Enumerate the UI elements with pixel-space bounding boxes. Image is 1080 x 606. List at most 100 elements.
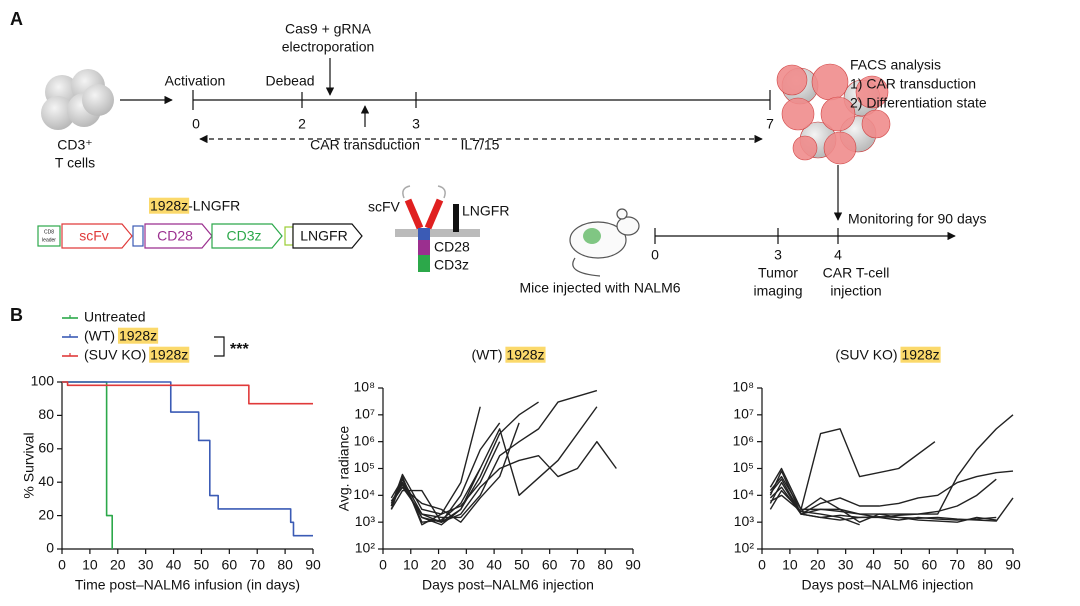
y-axis-label: Avg. radiance: [336, 426, 352, 512]
receptor: [395, 185, 480, 272]
y-tick-label: 10⁷: [354, 406, 375, 422]
timeline-tick: 2: [298, 116, 306, 132]
x-tick-label: 20: [110, 557, 126, 573]
x-tick-label: 80: [977, 557, 993, 573]
cells-label: CD3⁺: [57, 137, 92, 153]
y-tick-label: 10²: [734, 540, 755, 556]
series-line: [62, 381, 313, 405]
x-tick-label: 40: [166, 557, 182, 573]
legend-label: (SUV KO) 1928z: [84, 347, 188, 363]
chart-title: (SUV KO) 1928z: [835, 347, 939, 363]
receptor-label: CD28: [434, 239, 470, 255]
y-tick-label: 0: [46, 540, 54, 556]
construct-part: CD8: [44, 229, 54, 235]
event-label: CAR transduction: [310, 137, 420, 153]
series-line: [390, 468, 481, 526]
y-tick-label: 80: [38, 406, 54, 422]
y-tick-label: 10²: [355, 540, 376, 556]
x-tick-label: 50: [894, 557, 910, 573]
series-line: [769, 414, 1014, 515]
highlight: [149, 197, 190, 214]
facs-label: 2) Differentiation state: [850, 95, 987, 111]
y-axis-label: % Survival: [21, 432, 37, 498]
x-tick-label: 40: [486, 557, 502, 573]
timeline-tick: 3: [774, 247, 782, 263]
event-label: Tumor: [758, 265, 798, 281]
x-tick-label: 10: [82, 557, 98, 573]
timeline-ticks: [654, 228, 839, 244]
construct-part: CD3z: [226, 228, 261, 244]
series-line: [62, 381, 313, 537]
y-tick-label: 10⁶: [354, 432, 375, 448]
significance-bracket: [214, 336, 225, 357]
highlight: [900, 346, 941, 363]
t-cells: [41, 69, 114, 130]
event-label: imaging: [753, 283, 802, 299]
x-tick-label: 50: [194, 557, 210, 573]
x-tick-label: 0: [379, 557, 387, 573]
construct-part: leader: [42, 237, 56, 243]
construct-part: scFv: [79, 228, 109, 244]
timeline-tick: 7: [766, 116, 774, 132]
highlight: [117, 327, 159, 344]
series-line: [770, 494, 997, 523]
timeline-tick: 0: [192, 116, 200, 132]
series-line: [390, 440, 617, 523]
x-tick-label: 40: [866, 557, 882, 573]
x-tick-label: 30: [838, 557, 854, 573]
x-tick-label: 60: [922, 557, 938, 573]
construct-part: LNGFR: [300, 228, 347, 244]
event-label: Activation: [165, 73, 226, 89]
series-line: [769, 489, 860, 526]
axis: [61, 382, 313, 550]
facs-label: 1) CAR transduction: [850, 76, 976, 92]
legend-label: Untreated: [84, 309, 145, 325]
x-tick-label: 70: [249, 557, 265, 573]
timeline-ticks: [192, 90, 771, 110]
y-tick-label: 10⁸: [733, 379, 755, 395]
timeline-tick: 0: [651, 247, 659, 263]
series-line: [390, 406, 598, 523]
axis: [382, 388, 633, 550]
legend-label: (WT) 1928z: [84, 328, 157, 344]
x-tick-label: 10: [403, 557, 419, 573]
x-tick-label: 0: [58, 557, 66, 573]
series-line: [769, 478, 1014, 522]
x-tick-label: 80: [597, 557, 613, 573]
highlight: [149, 346, 190, 363]
x-tick-label: 0: [758, 557, 766, 573]
significance-label: ***: [230, 341, 249, 358]
series-line: [390, 422, 501, 523]
x-tick-label: 80: [277, 557, 293, 573]
series-line: [769, 428, 936, 511]
y-tick-label: 40: [38, 473, 54, 489]
x-axis-label: Days post–NALM6 injection: [802, 577, 974, 593]
y-tick-label: 100: [31, 373, 55, 389]
mouse: [569, 208, 640, 277]
y-tick-label: 10³: [734, 513, 755, 529]
panel-label: A: [10, 9, 23, 29]
panel-label: B: [10, 305, 23, 325]
x-tick-label: 30: [459, 557, 475, 573]
construct-title: 1928z-LNGFR: [150, 198, 240, 214]
event-label: injection: [830, 283, 881, 299]
y-tick-label: 10⁸: [354, 379, 376, 395]
timeline-tick: 4: [834, 247, 842, 263]
receptor-label: scFV: [368, 199, 401, 215]
axis: [761, 388, 1013, 550]
construct: [37, 223, 363, 249]
series-line: [390, 441, 501, 526]
x-tick-label: 70: [949, 557, 965, 573]
mouse-caption: Mice injected with NALM6: [519, 280, 680, 296]
x-tick-label: 90: [625, 557, 641, 573]
x-tick-label: 10: [782, 557, 798, 573]
x-tick-label: 50: [514, 557, 530, 573]
highlight: [505, 346, 546, 363]
timeline-tick: 3: [412, 116, 420, 132]
event-label: IL7/15: [461, 137, 500, 153]
facs-label: FACS analysis: [850, 57, 941, 73]
x-tick-label: 70: [570, 557, 586, 573]
x-axis-label: Days post–NALM6 injection: [422, 577, 594, 593]
y-tick-label: 10³: [355, 513, 376, 529]
